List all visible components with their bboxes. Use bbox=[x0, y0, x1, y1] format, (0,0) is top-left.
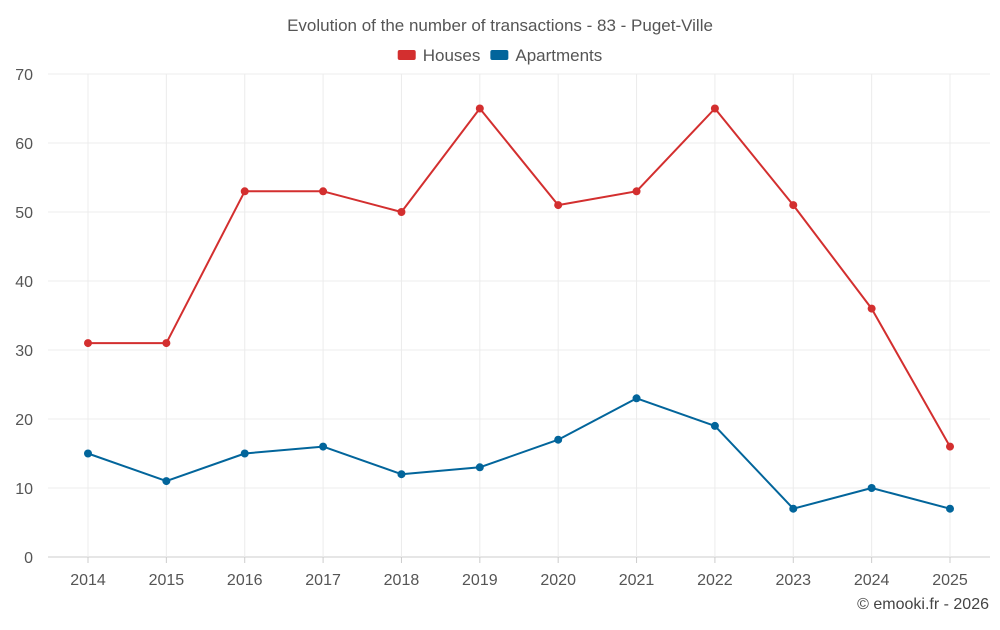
y-tick-label: 40 bbox=[15, 274, 33, 291]
legend-swatch bbox=[490, 50, 509, 60]
data-point-houses[interactable] bbox=[397, 208, 406, 216]
data-point-houses[interactable] bbox=[632, 187, 641, 196]
data-point-houses[interactable] bbox=[475, 104, 484, 113]
chart-title: Evolution of the number of transactions … bbox=[287, 16, 713, 35]
x-tick-label: 2015 bbox=[149, 572, 185, 589]
data-point-apartments[interactable] bbox=[240, 449, 249, 458]
legend-swatch bbox=[397, 50, 416, 60]
series-line-houses bbox=[88, 107, 951, 448]
data-point-houses[interactable] bbox=[710, 104, 719, 113]
legend-item-apartments[interactable]: Apartments bbox=[490, 46, 602, 65]
legend-item-houses[interactable]: Houses bbox=[397, 46, 481, 65]
x-tick-label: 2024 bbox=[854, 572, 890, 589]
data-point-houses[interactable] bbox=[84, 339, 92, 348]
y-tick-label: 60 bbox=[15, 136, 33, 153]
x-tick-label: 2019 bbox=[462, 572, 498, 589]
data-point-houses[interactable] bbox=[240, 187, 249, 196]
y-axis: 0 10 20 30 40 50 60 70 bbox=[15, 67, 33, 567]
y-tick-label: 0 bbox=[24, 550, 33, 567]
y-tick-label: 10 bbox=[15, 481, 33, 498]
y-tick-label: 70 bbox=[15, 67, 33, 84]
data-point-apartments[interactable] bbox=[710, 421, 719, 430]
x-tick-label: 2014 bbox=[70, 572, 106, 589]
legend: Houses Apartments bbox=[397, 46, 602, 65]
x-tick-label: 2016 bbox=[227, 572, 263, 589]
grid bbox=[48, 73, 990, 558]
data-point-houses[interactable] bbox=[162, 339, 171, 348]
data-point-apartments[interactable] bbox=[162, 477, 171, 486]
y-tick-label: 20 bbox=[15, 412, 33, 429]
series-layer bbox=[84, 104, 954, 513]
x-axis: 2014 2015 2016 2017 2018 2019 2020 2021 2022 2023… bbox=[70, 557, 968, 589]
data-point-apartments[interactable] bbox=[84, 449, 92, 458]
data-point-apartments[interactable] bbox=[397, 470, 406, 479]
data-point-apartments[interactable] bbox=[554, 435, 563, 444]
data-point-apartments[interactable] bbox=[946, 504, 954, 513]
legend-label: Apartments bbox=[515, 46, 602, 65]
legend-label: Houses bbox=[423, 46, 481, 65]
data-point-houses[interactable] bbox=[946, 442, 954, 451]
data-point-apartments[interactable] bbox=[789, 504, 798, 513]
data-point-apartments[interactable] bbox=[632, 394, 641, 403]
series-line-apartments bbox=[87, 397, 951, 510]
data-point-apartments[interactable] bbox=[475, 463, 484, 472]
x-tick-label: 2022 bbox=[697, 572, 733, 589]
x-tick-label: 2025 bbox=[932, 572, 968, 589]
data-point-houses[interactable] bbox=[789, 201, 798, 210]
data-point-houses[interactable] bbox=[319, 187, 328, 196]
x-tick-label: 2017 bbox=[305, 572, 341, 589]
data-point-apartments[interactable] bbox=[319, 442, 328, 451]
data-point-houses[interactable] bbox=[554, 201, 563, 210]
credit-text: © emooki.fr - 2026 bbox=[857, 596, 989, 613]
x-tick-label: 2023 bbox=[775, 572, 811, 589]
x-tick-label: 2018 bbox=[384, 572, 420, 589]
x-tick-label: 2020 bbox=[540, 572, 576, 589]
y-tick-label: 50 bbox=[15, 205, 33, 222]
y-tick-label: 30 bbox=[15, 343, 33, 360]
data-point-apartments[interactable] bbox=[867, 484, 876, 492]
x-tick-label: 2021 bbox=[619, 572, 655, 589]
data-point-houses[interactable] bbox=[867, 304, 876, 313]
